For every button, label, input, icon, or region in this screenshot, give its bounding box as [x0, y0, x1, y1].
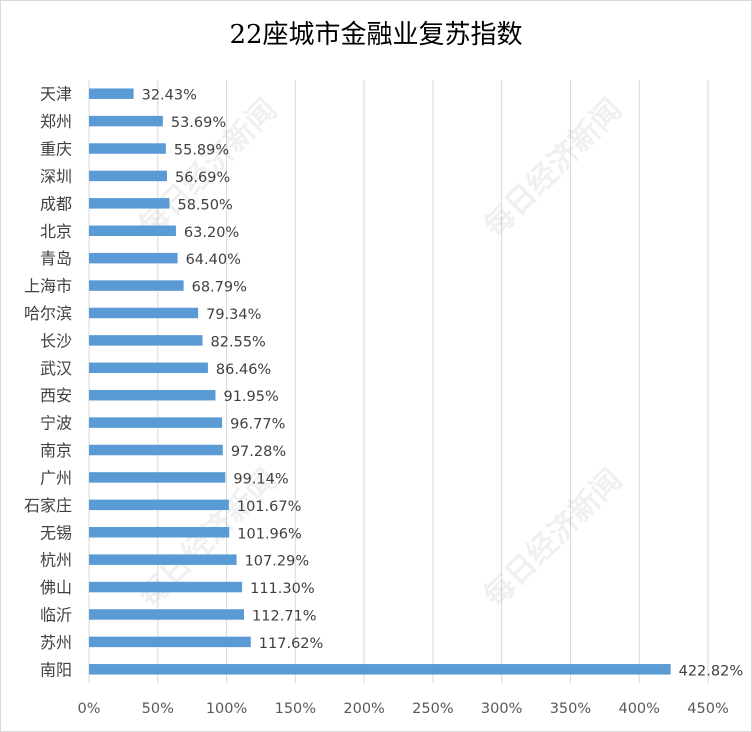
data-label-20: 117.62%	[259, 636, 324, 652]
category-label-8: 哈尔滨	[24, 304, 72, 323]
category-label-6: 青岛	[40, 249, 72, 268]
data-label-10: 86.46%	[216, 362, 271, 378]
bar-18	[89, 581, 243, 593]
bar-15	[89, 499, 229, 511]
data-label-9: 82.55%	[211, 334, 266, 350]
x-tick-label-4: 200%	[343, 701, 384, 717]
data-label-18: 111.30%	[250, 581, 315, 597]
data-label-19: 112.71%	[252, 608, 317, 624]
x-tick-label-9: 450%	[687, 701, 728, 717]
x-tick-label-3: 150%	[275, 701, 316, 717]
data-label-11: 91.95%	[223, 389, 278, 405]
x-tick-label-7: 350%	[550, 701, 591, 717]
data-label-2: 55.89%	[174, 143, 229, 159]
bar-1	[89, 115, 163, 127]
category-label-16: 无锡	[40, 523, 72, 542]
data-label-3: 56.69%	[175, 170, 230, 186]
bar-14	[89, 472, 226, 483]
category-label-14: 广州	[40, 468, 72, 487]
bar-11	[89, 389, 216, 401]
data-label-17: 107.29%	[245, 554, 310, 570]
category-label-2: 重庆	[40, 140, 72, 159]
bar-13	[89, 444, 223, 456]
data-label-16: 101.96%	[237, 526, 302, 542]
bar-10	[89, 362, 208, 374]
bar-17	[89, 554, 237, 565]
bar-3	[89, 170, 167, 182]
x-tick-label-2: 100%	[206, 701, 247, 717]
data-label-14: 99.14%	[233, 471, 288, 487]
bar-20	[89, 636, 251, 648]
data-label-15: 101.67%	[237, 499, 302, 515]
category-label-12: 宁波	[40, 414, 72, 433]
bar-8	[89, 307, 199, 319]
data-label-8: 79.34%	[206, 307, 261, 323]
data-label-21: 422.82%	[679, 663, 744, 679]
category-label-17: 杭州	[40, 551, 72, 570]
data-label-5: 63.20%	[184, 225, 239, 241]
bar-2	[89, 143, 166, 154]
bar-9	[89, 335, 203, 346]
category-label-21: 南阳	[40, 660, 72, 679]
category-label-20: 苏州	[40, 633, 72, 652]
data-label-7: 68.79%	[192, 280, 247, 296]
data-label-12: 96.77%	[230, 417, 285, 433]
bar-19	[89, 609, 245, 620]
x-tick-label-5: 250%	[412, 701, 453, 717]
category-label-7: 上海市	[24, 277, 72, 296]
data-label-6: 64.40%	[186, 252, 241, 268]
category-label-18: 佛山	[40, 578, 72, 597]
category-label-5: 北京	[40, 222, 72, 241]
data-label-13: 97.28%	[231, 444, 286, 460]
bar-7	[89, 280, 184, 291]
category-label-15: 石家庄	[24, 496, 72, 515]
data-label-1: 53.69%	[171, 115, 226, 131]
x-tick-label-0: 0%	[77, 701, 100, 717]
watermark-1: 每日经济新闻	[477, 92, 629, 244]
category-label-11: 西安	[40, 386, 72, 405]
bar-6	[89, 252, 178, 264]
category-label-9: 长沙	[40, 331, 72, 350]
category-label-19: 临沂	[40, 605, 72, 624]
x-tick-label-8: 400%	[618, 701, 659, 717]
category-label-0: 天津	[40, 85, 72, 104]
category-label-10: 武汉	[40, 359, 72, 378]
chart-title: 22座城市金融业复苏指数	[229, 20, 523, 50]
bar-21	[89, 664, 671, 675]
category-label-13: 南京	[40, 441, 72, 460]
x-tick-label-6: 300%	[481, 701, 522, 717]
category-label-1: 郑州	[40, 112, 72, 131]
category-label-3: 深圳	[40, 167, 72, 186]
bar-12	[89, 417, 223, 428]
bar-4	[89, 198, 170, 209]
watermark-3: 每日经济新闻	[477, 462, 629, 614]
bar-16	[89, 527, 230, 538]
data-label-0: 32.43%	[142, 88, 197, 104]
category-label-4: 成都	[40, 194, 72, 213]
bar-0	[89, 88, 134, 99]
x-tick-label-1: 50%	[142, 701, 174, 717]
bar-5	[89, 225, 176, 236]
data-label-4: 58.50%	[177, 197, 232, 213]
